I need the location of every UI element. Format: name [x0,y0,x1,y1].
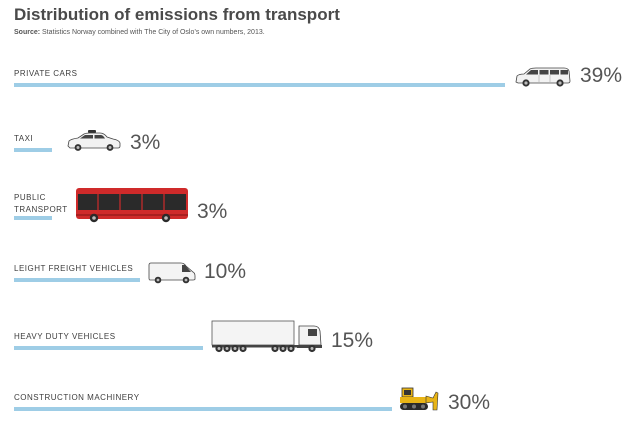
value-label: 15% [331,329,374,352]
category-label: CONSTRUCTION MACHINERY [14,393,140,402]
source-text: Statistics Norway combined with The City… [42,29,265,36]
bar-heavy-duty-vehicles [14,346,203,350]
van-icon [148,262,196,284]
value-label: 10% [204,260,247,283]
value-label: 3% [197,200,228,223]
category-label: HEAVY DUTY VEHICLES [14,332,116,341]
chart-title: Distribution of emissions from transport [14,5,340,24]
station-wagon-icon [515,67,571,87]
source-label: Source: [14,29,41,36]
value-label: 3% [130,131,161,154]
chart-source: Source: Statistics Norway combined with … [14,29,265,36]
category-label: TAXI [14,134,34,143]
value-label: 39% [580,64,623,87]
category-label: LEIGHT FREIGHT VEHICLES [14,264,134,273]
bar-light-freight-vehicles [14,278,140,282]
truck-icon [211,320,322,353]
bulldozer-icon [400,387,439,411]
bus-icon [76,188,188,223]
bar-taxi [14,148,52,152]
category-label: PRIVATE CARS [14,69,78,78]
bar-private-cars [14,83,505,87]
taxi-icon [67,130,121,151]
bar-construction-machinery [14,407,392,411]
category-label: PUBLIC TRANSPORT [14,193,68,214]
bar-public-transport [14,216,52,220]
value-label: 30% [448,391,491,414]
